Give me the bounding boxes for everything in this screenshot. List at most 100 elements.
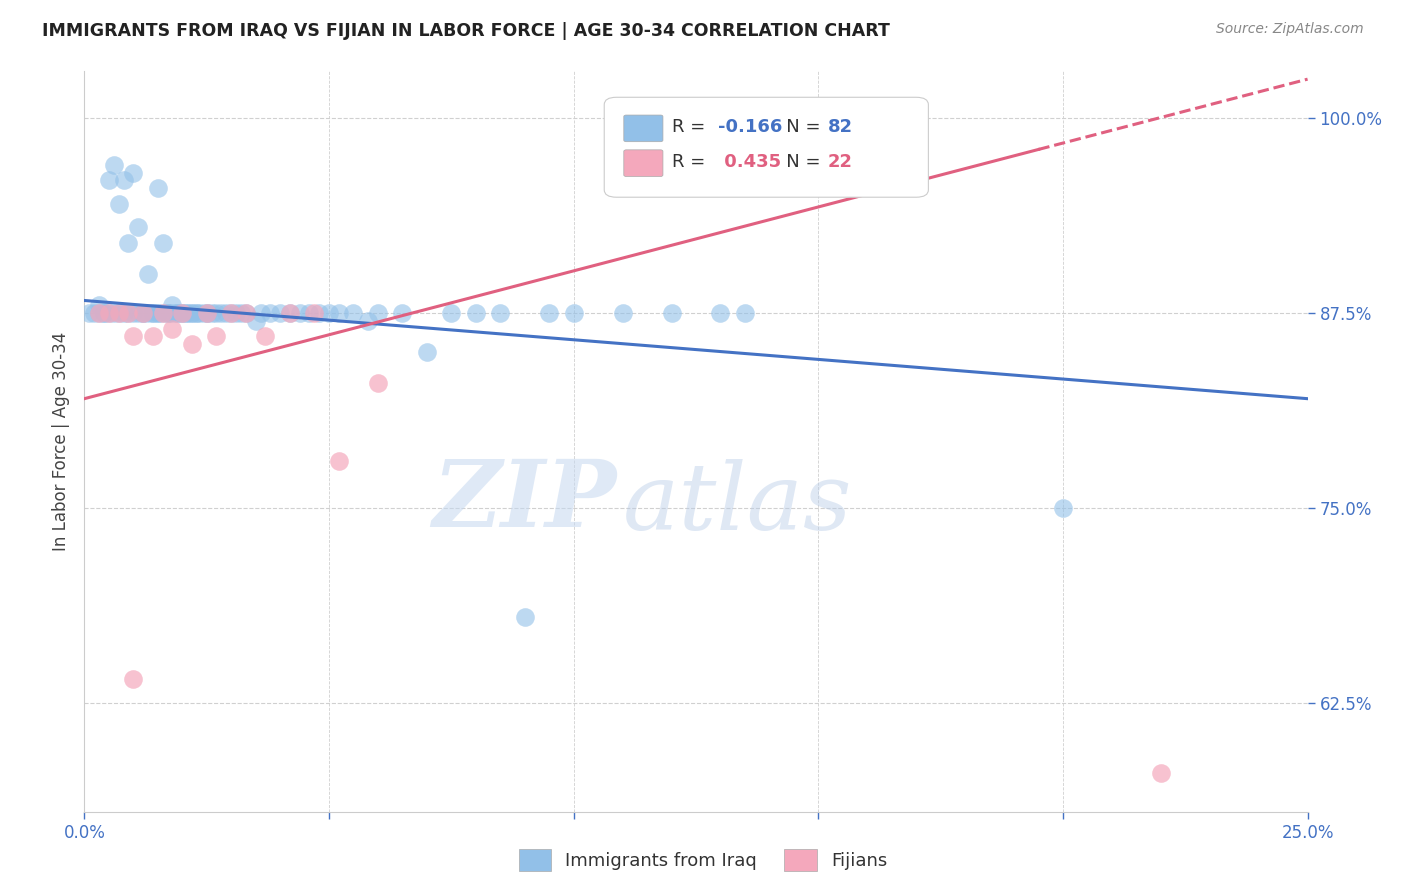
- Point: [107, 306, 129, 320]
- Point: [77, 306, 100, 320]
- Point: [127, 220, 149, 235]
- Point: [107, 306, 129, 320]
- Point: [166, 306, 188, 320]
- Point: [709, 306, 731, 320]
- Point: [328, 454, 350, 468]
- Text: 0.435: 0.435: [718, 153, 782, 170]
- Point: [142, 329, 165, 343]
- Point: [209, 306, 232, 320]
- Point: [298, 306, 321, 320]
- Point: [162, 321, 184, 335]
- Point: [136, 267, 159, 281]
- Point: [136, 306, 159, 320]
- Point: [186, 306, 208, 320]
- Point: [122, 166, 145, 180]
- Point: [342, 306, 364, 320]
- FancyBboxPatch shape: [605, 97, 928, 197]
- Point: [200, 306, 222, 320]
- Text: 82: 82: [828, 118, 853, 136]
- Point: [278, 306, 301, 320]
- Point: [181, 337, 204, 351]
- Point: [205, 306, 228, 320]
- Text: 22: 22: [828, 153, 853, 170]
- Point: [132, 306, 155, 320]
- Point: [162, 306, 184, 320]
- Text: R =: R =: [672, 118, 710, 136]
- Point: [357, 314, 380, 328]
- Point: [142, 306, 165, 320]
- Point: [97, 306, 120, 320]
- Point: [308, 306, 330, 320]
- Point: [152, 306, 174, 320]
- Point: [367, 376, 389, 390]
- Point: [181, 306, 204, 320]
- Point: [146, 181, 169, 195]
- FancyBboxPatch shape: [624, 150, 664, 177]
- Point: [156, 306, 179, 320]
- Point: [191, 306, 214, 320]
- Point: [225, 306, 247, 320]
- Point: [127, 306, 149, 320]
- Text: R =: R =: [672, 153, 710, 170]
- Point: [219, 306, 242, 320]
- Point: [235, 306, 257, 320]
- Point: [259, 306, 281, 320]
- Point: [1052, 500, 1074, 515]
- Point: [278, 306, 301, 320]
- Point: [489, 306, 512, 320]
- Point: [93, 306, 115, 320]
- Point: [107, 197, 129, 211]
- Point: [93, 306, 115, 320]
- Point: [172, 306, 194, 320]
- Point: [112, 173, 135, 187]
- Text: N =: N =: [769, 153, 827, 170]
- Point: [87, 306, 110, 320]
- Point: [176, 306, 198, 320]
- Point: [103, 306, 125, 320]
- Point: [235, 306, 257, 320]
- Point: [269, 306, 291, 320]
- Point: [146, 306, 169, 320]
- Point: [162, 298, 184, 312]
- Point: [205, 329, 228, 343]
- Point: [440, 306, 463, 320]
- Point: [103, 158, 125, 172]
- Text: ZIP: ZIP: [432, 456, 616, 546]
- Point: [172, 306, 194, 320]
- Point: [122, 672, 145, 686]
- Point: [391, 306, 413, 320]
- Point: [195, 306, 218, 320]
- Text: IMMIGRANTS FROM IRAQ VS FIJIAN IN LABOR FORCE | AGE 30-34 CORRELATION CHART: IMMIGRANTS FROM IRAQ VS FIJIAN IN LABOR …: [42, 22, 890, 40]
- Point: [612, 306, 634, 320]
- Point: [195, 306, 218, 320]
- Text: atlas: atlas: [623, 459, 852, 549]
- Point: [254, 329, 277, 343]
- Point: [186, 306, 208, 320]
- Point: [367, 306, 389, 320]
- Point: [132, 306, 155, 320]
- Legend: Immigrants from Iraq, Fijians: Immigrants from Iraq, Fijians: [512, 842, 894, 879]
- Point: [328, 306, 350, 320]
- Point: [464, 306, 486, 320]
- Y-axis label: In Labor Force | Age 30-34: In Labor Force | Age 30-34: [52, 332, 70, 551]
- Point: [166, 306, 188, 320]
- Point: [97, 173, 120, 187]
- Point: [87, 306, 110, 320]
- Point: [112, 306, 135, 320]
- Point: [195, 306, 218, 320]
- Point: [152, 306, 174, 320]
- Point: [416, 345, 439, 359]
- Text: Source: ZipAtlas.com: Source: ZipAtlas.com: [1216, 22, 1364, 37]
- Point: [152, 235, 174, 250]
- Point: [181, 306, 204, 320]
- FancyBboxPatch shape: [624, 115, 664, 142]
- Point: [117, 306, 139, 320]
- Point: [318, 306, 340, 320]
- Point: [288, 306, 311, 320]
- Point: [215, 306, 238, 320]
- Point: [122, 306, 145, 320]
- Point: [513, 610, 536, 624]
- Point: [117, 306, 139, 320]
- Point: [87, 298, 110, 312]
- Point: [142, 306, 165, 320]
